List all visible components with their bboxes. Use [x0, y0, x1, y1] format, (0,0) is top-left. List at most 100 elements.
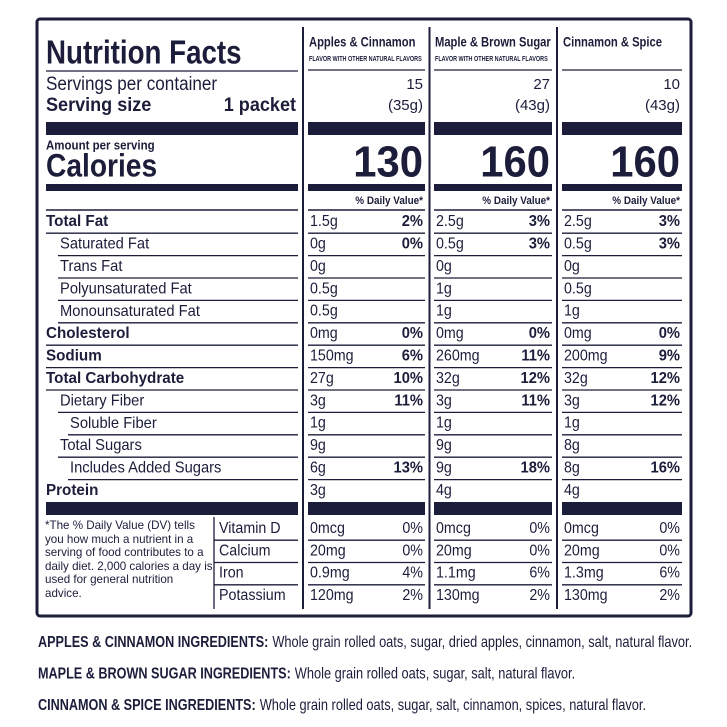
- calories-label: Calories: [46, 147, 157, 183]
- daily-value: 0%: [659, 542, 680, 559]
- servings: 27: [533, 76, 550, 93]
- serving-size-label: Serving size: [46, 95, 151, 116]
- daily-value: 0%: [402, 542, 423, 559]
- amount: 0.5g: [564, 235, 592, 252]
- amount: 1g: [436, 280, 452, 297]
- amount: 1.5g: [310, 213, 338, 230]
- nutrient-label: Total Sugars: [60, 437, 142, 454]
- mineral-label: Vitamin D: [219, 520, 281, 537]
- serving-size-value: 1 packet: [224, 95, 297, 116]
- thick-bar: [46, 502, 298, 515]
- amount: 200mg: [564, 347, 608, 364]
- nutrient-label: Monounsaturated Fat: [60, 303, 200, 320]
- amount: 1g: [564, 415, 580, 432]
- daily-value: 4%: [402, 565, 423, 582]
- serving-size: (43g): [645, 97, 680, 114]
- amount: 0g: [564, 258, 580, 275]
- ingredients-label: MAPLE & BROWN SUGAR INGREDIENTS:: [38, 666, 291, 683]
- daily-value: 2%: [659, 587, 680, 604]
- amount: 4g: [564, 482, 580, 499]
- serving-size: (35g): [388, 97, 423, 114]
- amount: 9g: [310, 437, 326, 454]
- amount: 0mg: [564, 325, 592, 342]
- amount: 0mg: [310, 325, 338, 342]
- amount: 1.3mg: [564, 565, 604, 582]
- nutrient-label: Polyunsaturated Fat: [60, 280, 192, 297]
- amount: 0mcg: [310, 520, 345, 537]
- daily-value: 3%: [659, 235, 680, 252]
- amount: 1g: [436, 415, 452, 432]
- product-name: Cinnamon & Spice: [563, 34, 662, 50]
- calories: 160: [480, 138, 550, 187]
- daily-value: 12%: [651, 370, 681, 387]
- dv-header: % Daily Value*: [612, 195, 680, 207]
- amount: 9g: [436, 459, 452, 476]
- ingredients-text: Whole grain rolled oats, sugar, dried ap…: [272, 634, 692, 651]
- product-subtitle: FLAVOR WITH OTHER NATURAL FLAVORS: [435, 56, 548, 63]
- thick-bar: [308, 184, 425, 191]
- amount: 4g: [436, 482, 452, 499]
- daily-value: 0%: [402, 520, 423, 537]
- daily-value: 2%: [402, 587, 423, 604]
- amount: 2.5g: [564, 213, 592, 230]
- product-name: Apples & Cinnamon: [309, 34, 415, 50]
- thick-bar: [434, 184, 552, 191]
- daily-value: 13%: [394, 459, 424, 476]
- amount: 0mcg: [436, 520, 471, 537]
- daily-value: 11%: [394, 392, 423, 409]
- product-subtitle: FLAVOR WITH OTHER NATURAL FLAVORS: [309, 56, 422, 63]
- amount: 20mg: [564, 542, 600, 559]
- amount: 0g: [436, 258, 452, 275]
- daily-value: 0%: [529, 542, 550, 559]
- thick-bar: [46, 122, 298, 135]
- servings: 15: [406, 76, 423, 93]
- amount: 0.5g: [564, 280, 592, 297]
- amount: 150mg: [310, 347, 354, 364]
- daily-value: 3%: [529, 235, 550, 252]
- daily-value: 6%: [402, 347, 423, 364]
- amount: 0g: [310, 235, 326, 252]
- daily-value: 0%: [529, 520, 550, 537]
- thick-bar: [434, 122, 552, 135]
- mineral-label: Iron: [219, 565, 244, 582]
- amount-per-serving: Amount per serving: [46, 138, 155, 152]
- amount: 20mg: [436, 542, 472, 559]
- amount: 1.1mg: [436, 565, 476, 582]
- nutrient-label: Cholesterol: [46, 325, 130, 342]
- daily-value: 9%: [659, 347, 680, 364]
- daily-value: 12%: [651, 392, 681, 409]
- amount: 3g: [310, 392, 326, 409]
- daily-value: 11%: [521, 347, 550, 364]
- daily-value: 0%: [529, 325, 550, 342]
- footnote-box: *The % Daily Value (DV) tells you how mu…: [45, 519, 213, 600]
- amount: 32g: [564, 370, 588, 387]
- daily-value: 0%: [659, 325, 680, 342]
- amount: 0mcg: [564, 520, 599, 537]
- daily-value: 11%: [521, 392, 550, 409]
- ingredients-label: APPLES & CINNAMON INGREDIENTS:: [38, 634, 268, 651]
- daily-value: 6%: [659, 565, 680, 582]
- amount: 3g: [564, 392, 580, 409]
- nutrient-label: Dietary Fiber: [60, 392, 145, 409]
- serving-size: (43g): [515, 97, 550, 114]
- amount: 0.9mg: [310, 565, 350, 582]
- amount: 130mg: [436, 587, 480, 604]
- amount: 0.5g: [310, 303, 338, 320]
- nutrient-label: Sodium: [46, 348, 102, 365]
- daily-value: 18%: [521, 459, 551, 476]
- thick-bar: [308, 502, 425, 515]
- amount: 120mg: [310, 587, 354, 604]
- mineral-label: Calcium: [219, 542, 271, 559]
- amount: 0mg: [436, 325, 464, 342]
- ingredients-text: Whole grain rolled oats, sugar, salt, na…: [295, 666, 575, 683]
- daily-value: 10%: [394, 370, 424, 387]
- ingredients-label: CINNAMON & SPICE INGREDIENTS:: [38, 697, 256, 714]
- daily-value: 0%: [402, 325, 423, 342]
- amount: 9g: [436, 437, 452, 454]
- footnote: *The % Daily Value (DV) tells you how mu…: [45, 519, 213, 600]
- nutrient-label: Soluble Fiber: [70, 415, 157, 432]
- daily-value: 3%: [529, 213, 550, 230]
- amount: 3g: [310, 482, 326, 499]
